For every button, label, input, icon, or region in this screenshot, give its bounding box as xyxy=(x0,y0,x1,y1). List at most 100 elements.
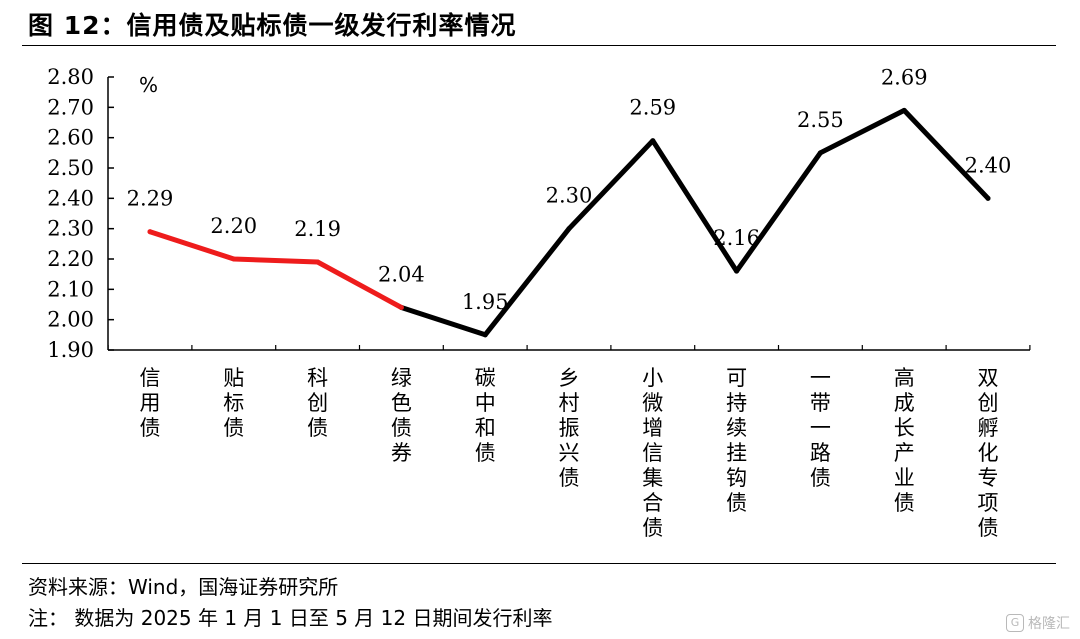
data-point xyxy=(566,226,572,232)
data-label: 1.95 xyxy=(462,290,509,314)
y-tick-label: 2.10 xyxy=(47,277,94,301)
y-tick-label: 2.70 xyxy=(47,95,94,119)
category-label-char: 小 xyxy=(642,366,663,390)
category-label-char: 增 xyxy=(642,416,663,440)
category-label-char: 碳 xyxy=(475,366,496,390)
data-point xyxy=(901,107,907,113)
category-label-char: 业 xyxy=(894,466,915,490)
category-label-char: 债 xyxy=(223,416,244,440)
notes-divider xyxy=(22,563,1056,564)
category-label-char: 续 xyxy=(726,416,747,440)
chart-lines xyxy=(147,107,991,338)
data-point xyxy=(147,229,153,235)
data-label: 2.04 xyxy=(378,263,425,287)
category-label-char: 贴 xyxy=(223,366,244,390)
data-label: 2.19 xyxy=(294,217,341,241)
category-label-char: 债 xyxy=(140,416,161,440)
category-label-char: 绿 xyxy=(391,366,412,390)
series-line-black xyxy=(398,107,991,338)
watermark-text: 格隆汇 xyxy=(1028,616,1070,632)
data-label: 2.16 xyxy=(713,226,760,250)
data-point xyxy=(817,150,823,156)
y-tick-label: 2.00 xyxy=(47,308,94,332)
category-label-char: 色 xyxy=(391,391,412,415)
category-label-char: 债 xyxy=(391,416,412,440)
category-label-char: 债 xyxy=(894,491,915,515)
data-point xyxy=(231,256,237,262)
category-label-char: 合 xyxy=(642,491,663,515)
data-label: 2.55 xyxy=(797,108,844,132)
category-label-char: 持 xyxy=(726,391,747,415)
source-note: 资料来源：Wind，国海证券研究所 xyxy=(28,575,339,599)
category-label-char: 创 xyxy=(978,391,999,415)
category-label-char: 双 xyxy=(978,366,999,390)
category-label-char: 振 xyxy=(559,416,580,440)
data-label: 2.69 xyxy=(881,65,928,89)
data-label: 2.40 xyxy=(965,153,1012,177)
watermark: G 格隆汇 xyxy=(1006,613,1070,633)
y-tick-label: 2.80 xyxy=(47,65,94,89)
category-label-char: 带 xyxy=(810,391,831,415)
category-label-char: 券 xyxy=(391,441,412,465)
category-label-char: 债 xyxy=(978,516,999,540)
category-label-char: 可 xyxy=(726,366,747,390)
category-label-char: 长 xyxy=(894,416,915,440)
category-label-char: 集 xyxy=(642,466,663,490)
series-line-red xyxy=(147,229,404,310)
category-label-char: 债 xyxy=(810,466,831,490)
category-label-char: 债 xyxy=(726,491,747,515)
y-tick-label: 2.30 xyxy=(47,217,94,241)
category-label-char: 债 xyxy=(307,416,328,440)
chart-axes: 2.80 2.70 2.60 2.50 2.40 2.30 2.20 2.10 2.00 1.90… xyxy=(47,65,1031,362)
category-label-char: 用 xyxy=(140,391,161,415)
category-label-char: 产 xyxy=(894,441,915,465)
data-point xyxy=(482,332,488,338)
category-label-char: 路 xyxy=(810,441,831,465)
data-label: 2.30 xyxy=(546,184,593,208)
category-label-char: 债 xyxy=(642,516,663,540)
category-label-char: 孵 xyxy=(978,416,999,440)
category-label-char: 信 xyxy=(140,366,161,390)
y-tick-label: 2.20 xyxy=(47,247,94,271)
data-point xyxy=(734,268,740,274)
category-label-char: 信 xyxy=(642,441,663,465)
category-label-char: 债 xyxy=(559,466,580,490)
category-label-char: 科 xyxy=(307,366,328,390)
category-label-char: 兴 xyxy=(559,441,580,465)
category-label-char: 村 xyxy=(559,391,580,415)
remark-note: 注： 数据为 2025 年 1 月 1 日至 5 月 12 日期间发行利率 xyxy=(28,606,553,630)
title-divider xyxy=(22,45,1056,46)
category-label-char: 乡 xyxy=(559,366,580,390)
category-label-char: 一 xyxy=(810,366,831,390)
category-label-char: 中 xyxy=(475,391,496,415)
category-label-char: 专 xyxy=(978,466,999,490)
data-label: 2.29 xyxy=(127,187,174,211)
data-label: 2.20 xyxy=(210,214,257,238)
data-label: 2.59 xyxy=(629,96,676,120)
category-label-char: 和 xyxy=(475,416,496,440)
chart-category-labels: 信用债贴标债科创债绿色债券碳中和债乡村振兴债小微增信集合债可持续挂钩债一带一路债… xyxy=(140,366,999,540)
y-tick-label: 2.40 xyxy=(47,186,94,210)
data-point xyxy=(985,195,991,201)
category-label-char: 化 xyxy=(978,441,999,465)
category-label-char: 微 xyxy=(642,391,663,415)
data-point xyxy=(315,259,321,265)
y-tick-label: 2.60 xyxy=(47,126,94,150)
y-tick-label: 1.90 xyxy=(47,338,94,362)
figure-title: 图 12：信用债及贴标债一级发行利率情况 xyxy=(28,11,517,40)
category-label-char: 高 xyxy=(894,366,915,390)
category-label-char: 成 xyxy=(894,391,915,415)
category-label-char: 债 xyxy=(475,441,496,465)
category-label-char: 钩 xyxy=(726,466,747,490)
y-tick-label: 2.50 xyxy=(47,156,94,180)
category-label-char: 一 xyxy=(810,416,831,440)
data-point xyxy=(398,305,404,311)
category-label-char: 挂 xyxy=(726,441,747,465)
category-label-char: 标 xyxy=(223,391,244,415)
category-label-char: 项 xyxy=(978,491,999,515)
data-point xyxy=(650,138,656,144)
watermark-logo-icon: G xyxy=(1006,614,1024,632)
y-axis-unit-label: % xyxy=(139,73,158,97)
category-label-char: 创 xyxy=(307,391,328,415)
